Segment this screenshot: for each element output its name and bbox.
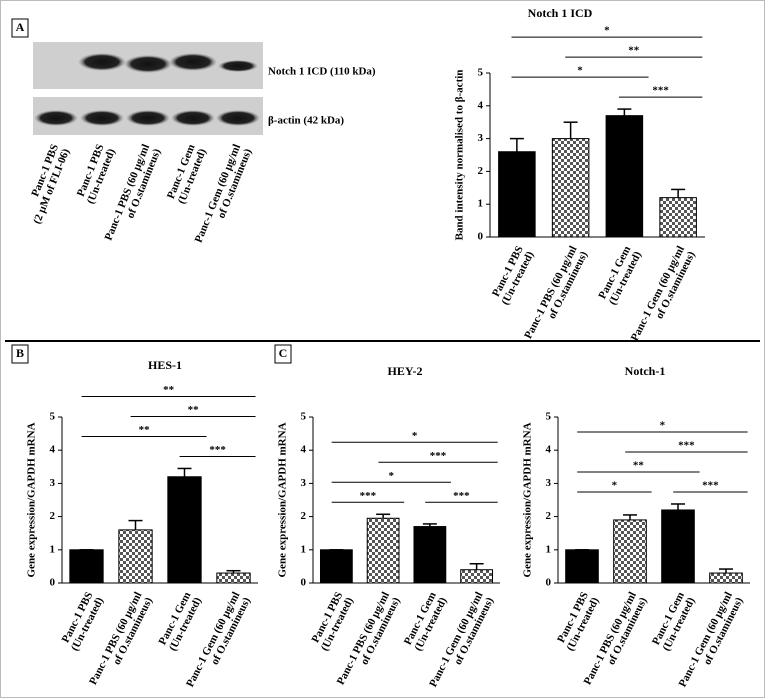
y-tick-label: 0 bbox=[546, 577, 552, 589]
significance-label: ** bbox=[139, 424, 151, 436]
y-axis-label: Gene expression/GAPDH mRNA bbox=[26, 422, 38, 577]
significance-label: * bbox=[389, 470, 395, 482]
band bbox=[171, 110, 215, 126]
bar bbox=[167, 476, 202, 584]
lane-label: Panc-1 Gem(Un-treated) bbox=[165, 143, 209, 206]
bar bbox=[413, 526, 447, 584]
band bbox=[80, 110, 124, 126]
significance-label: *** bbox=[702, 480, 719, 492]
band bbox=[126, 110, 170, 126]
band bbox=[78, 53, 126, 71]
y-tick-label: 0 bbox=[301, 577, 307, 589]
chart-title: HEY-2 bbox=[388, 364, 423, 378]
band bbox=[169, 53, 217, 71]
y-axis-label: Band intensity normalised to β-actin bbox=[454, 70, 466, 241]
y-tick-label: 0 bbox=[478, 231, 484, 243]
band bbox=[124, 55, 172, 73]
x-tick-label: Panc-1 Gem(Un-treated) bbox=[402, 590, 450, 653]
bar bbox=[460, 569, 494, 584]
significance-label: * bbox=[577, 65, 583, 77]
significance-label: ** bbox=[633, 460, 645, 472]
panel-label: B bbox=[16, 346, 24, 360]
bar bbox=[319, 549, 353, 584]
significance-label: *** bbox=[652, 85, 669, 97]
y-tick-label: 1 bbox=[478, 198, 484, 210]
bar bbox=[661, 509, 695, 584]
chart-title: Notch-1 bbox=[625, 364, 666, 378]
x-tick-label: Panc-1 Gem(Un-treated) bbox=[596, 244, 644, 307]
x-tick-label: Panc-1 PBS(Un-treated) bbox=[490, 244, 537, 307]
band bbox=[34, 110, 78, 126]
y-tick-label: 2 bbox=[301, 510, 307, 522]
bar bbox=[659, 197, 697, 238]
bar bbox=[605, 115, 644, 238]
band-label: β-actin (42 kDa) bbox=[268, 115, 344, 127]
y-axis-label: Gene expression/GAPDH mRNA bbox=[277, 422, 289, 577]
y-tick-label: 4 bbox=[301, 444, 307, 456]
chart-title: Notch 1 ICD bbox=[528, 6, 593, 20]
panel-label: C bbox=[279, 346, 288, 360]
bar bbox=[498, 151, 536, 238]
significance-label: * bbox=[412, 430, 418, 442]
y-tick-label: 2 bbox=[50, 510, 56, 522]
significance-label: *** bbox=[678, 440, 695, 452]
significance-label: ** bbox=[163, 384, 175, 396]
y-tick-label: 4 bbox=[478, 99, 484, 111]
band-label: Notch 1 ICD (110 kDa) bbox=[268, 66, 376, 78]
significance-label: ** bbox=[188, 404, 200, 416]
significance-label: *** bbox=[430, 450, 447, 462]
chart-title: HES-1 bbox=[148, 358, 182, 372]
y-tick-label: 3 bbox=[50, 477, 56, 489]
y-tick-label: 4 bbox=[546, 444, 552, 456]
lane-label: Panc-1 PBS(Un-treated) bbox=[75, 143, 118, 206]
panel-box bbox=[11, 18, 29, 38]
y-tick-label: 3 bbox=[301, 477, 307, 489]
band bbox=[218, 60, 258, 72]
x-tick-label: Panc-1 Gem(Un-treated) bbox=[157, 590, 205, 653]
significance-label: * bbox=[660, 420, 666, 432]
panel-box bbox=[274, 344, 292, 364]
x-tick-label: Panc-1 Gem(Un-treated) bbox=[650, 590, 698, 653]
x-tick-label: Panc-1 PBS(Un-treated) bbox=[60, 590, 107, 653]
bar bbox=[118, 529, 153, 584]
bar bbox=[613, 519, 647, 584]
lane-label: Panc-1 PBS(2 µM of FLI-06) bbox=[29, 143, 72, 226]
y-tick-label: 5 bbox=[478, 67, 484, 79]
significance-label: * bbox=[612, 480, 618, 492]
y-tick-label: 0 bbox=[50, 577, 56, 589]
y-tick-label: 5 bbox=[50, 411, 56, 423]
panel-label: A bbox=[16, 20, 25, 34]
y-tick-label: 2 bbox=[478, 165, 484, 177]
significance-label: *** bbox=[453, 490, 470, 502]
y-tick-label: 1 bbox=[301, 543, 307, 555]
y-tick-label: 5 bbox=[546, 411, 552, 423]
significance-label: * bbox=[604, 25, 610, 37]
y-tick-label: 1 bbox=[50, 543, 56, 555]
y-tick-label: 3 bbox=[546, 477, 552, 489]
x-tick-label: Panc-1 PBS(Un-treated) bbox=[309, 590, 356, 653]
y-tick-label: 1 bbox=[546, 543, 552, 555]
bar bbox=[565, 549, 599, 584]
y-tick-label: 2 bbox=[546, 510, 552, 522]
blot: Notch 1 ICD (110 kDa) β-actin (42 kDa) bbox=[33, 42, 376, 135]
y-axis-label: Gene expression/GAPDH mRNA bbox=[522, 422, 534, 577]
bar bbox=[69, 549, 104, 584]
y-tick-label: 3 bbox=[478, 132, 484, 144]
x-tick-label: Panc-1 PBS(Un-treated) bbox=[555, 590, 602, 653]
bar bbox=[551, 138, 590, 238]
bar bbox=[366, 517, 400, 584]
significance-label: ** bbox=[628, 45, 640, 57]
panel-box bbox=[11, 344, 29, 364]
band bbox=[216, 110, 260, 126]
y-tick-label: 4 bbox=[50, 444, 56, 456]
bar bbox=[709, 572, 743, 584]
significance-label: *** bbox=[209, 444, 226, 456]
significance-label: *** bbox=[360, 490, 377, 502]
bar bbox=[216, 572, 251, 584]
y-tick-label: 5 bbox=[301, 411, 307, 423]
